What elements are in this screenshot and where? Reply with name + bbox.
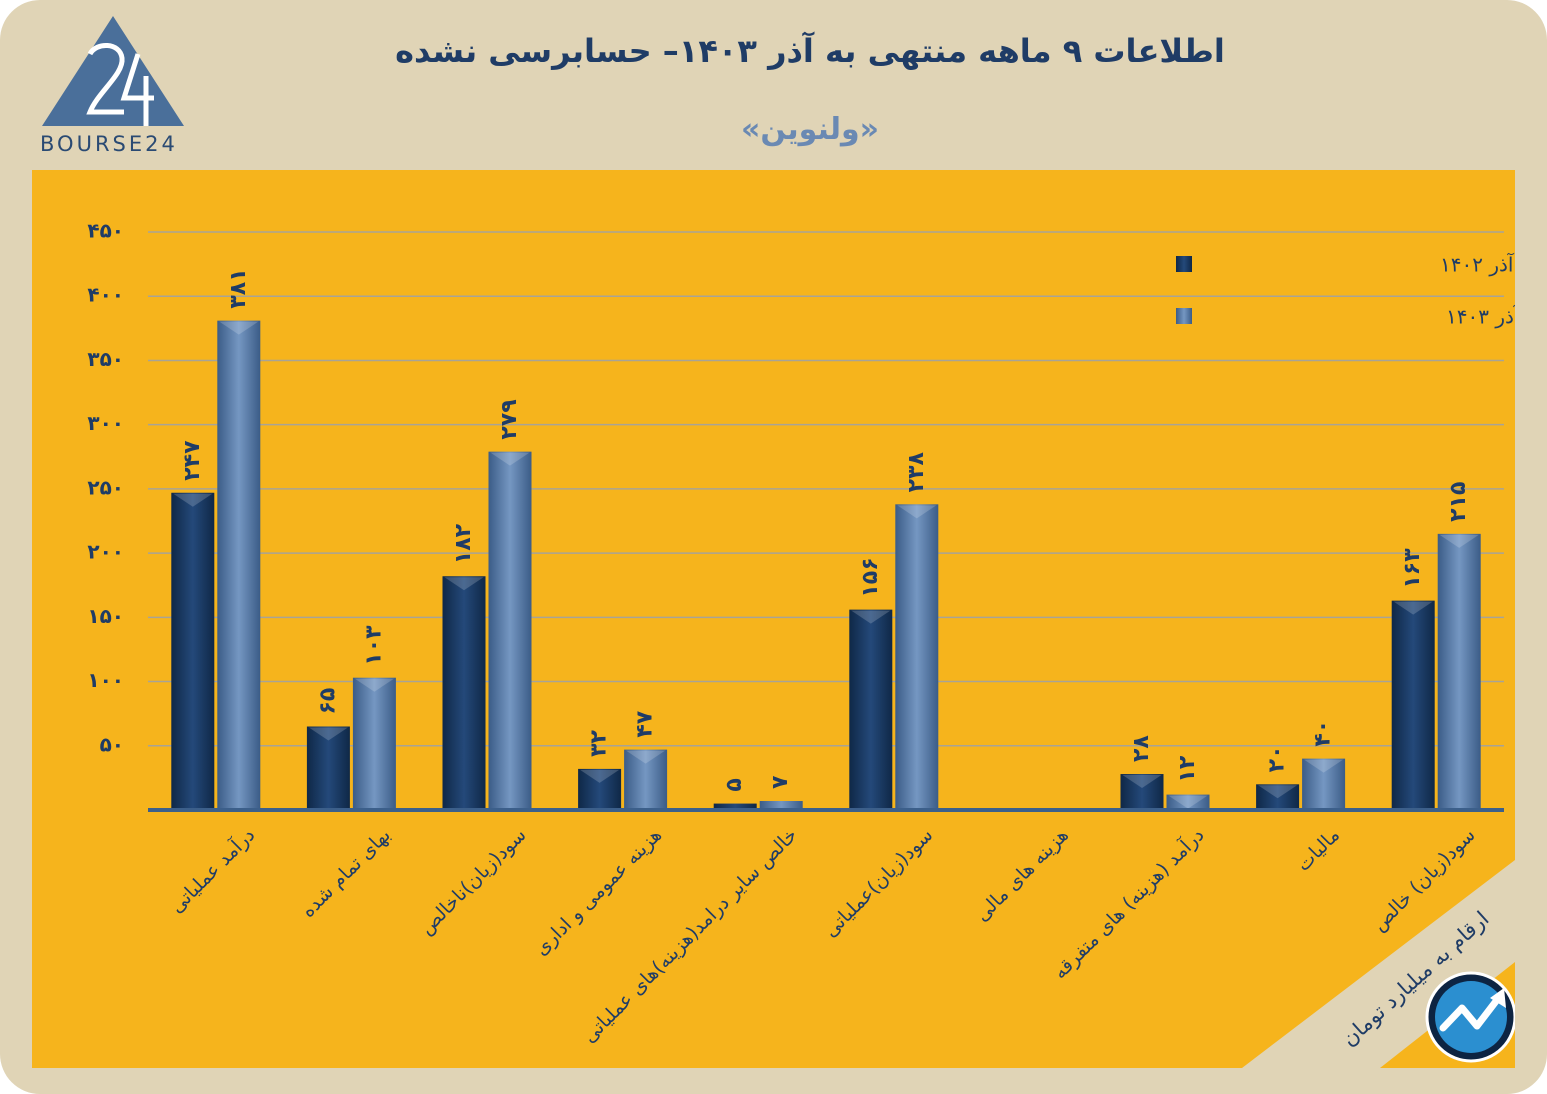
bar-bevel	[580, 769, 620, 783]
data-labels: ۲۴۷ ۶۵ ۱۸۲ ۳۲ ۵ ۱۵۶ ۲۸ ۲۰ ۱۶۳ ۳۸۱ ۱۰۳ ۲۷۹ ۴۷ ۷ ۲۳۸ ۱۲ ۴۰…	[180, 268, 1471, 791]
x-axis-labels: درآمد عملیاتی بهای تمام شده سود(زیان)ناخال…	[164, 823, 1479, 1048]
bar-bevel	[490, 452, 530, 466]
bar-1403	[1437, 533, 1481, 810]
bar-bevel	[444, 577, 484, 591]
x-tick-label: سود(زیان)ناخالص	[415, 824, 530, 939]
data-label: ۳۸۱	[226, 268, 251, 308]
y-tick-label: ۵۰	[100, 732, 124, 756]
bar-bevel	[1258, 785, 1298, 799]
bar-1402	[578, 768, 622, 810]
bar-chart: ۵۰ ۱۰۰ ۱۵۰ ۲۰۰ ۲۵۰ ۳۰۰ ۳۵۰ ۴۰۰ ۴۵۰ ۲۴۷ ۶۵ ۱۸۲ ۳۲ ۵ ۱۵…	[87, 219, 1515, 1068]
x-tick-label: هزینه های مالی	[971, 824, 1073, 926]
y-tick-label: ۴۰۰	[87, 283, 124, 307]
data-label: ۷	[768, 775, 793, 789]
bar-1403	[488, 451, 532, 810]
bar-bevel	[897, 505, 937, 519]
data-label: ۴۰	[1311, 720, 1336, 747]
y-axis-ticks: ۵۰ ۱۰۰ ۱۵۰ ۲۰۰ ۲۵۰ ۳۰۰ ۳۵۰ ۴۰۰ ۴۵۰	[87, 219, 124, 757]
bar-bevel	[1304, 759, 1344, 773]
bar-bevel	[354, 678, 394, 692]
bourse24-logo	[42, 16, 184, 126]
x-tick-label: مالیات	[1292, 824, 1344, 876]
bar-1403	[1166, 794, 1210, 810]
x-tick-label: درآمد عملیاتی	[164, 823, 259, 918]
data-label: ۱۸۲	[451, 523, 476, 564]
y-tick-label: ۳۵۰	[87, 347, 124, 371]
data-label: ۲۷۹	[497, 399, 522, 439]
trend-arrowhead	[1490, 988, 1506, 1008]
bar-bevel	[1168, 795, 1208, 809]
bar-bevel	[626, 750, 666, 764]
y-tick-label: ۱۰۰	[87, 668, 124, 692]
bars	[171, 320, 1481, 810]
bar-1403	[1302, 758, 1346, 810]
bar-1402	[306, 726, 350, 810]
x-tick-label: درآمد (هزینه) های متفرقه	[1048, 823, 1209, 984]
gridlines	[148, 231, 1504, 747]
legend-label-1402: عملکرد منتهی به آذر ۱۴۰۲	[1440, 252, 1515, 277]
bar-bevel	[308, 727, 348, 741]
data-label: ۵	[722, 778, 747, 791]
corner-badge: ارقام به میلیارد تومان	[1242, 860, 1515, 1068]
y-tick-label: ۲۵۰	[87, 475, 124, 499]
data-label: ۲۰	[1265, 745, 1290, 772]
bar-1403	[759, 801, 803, 810]
bar-1403	[217, 320, 261, 810]
data-label: ۱۰۳	[361, 625, 386, 666]
chart-panel: ۵۰ ۱۰۰ ۱۵۰ ۲۰۰ ۲۵۰ ۳۰۰ ۳۵۰ ۴۰۰ ۴۵۰ ۲۴۷ ۶۵ ۱۸۲ ۳۲ ۵ ۱۵…	[32, 170, 1515, 1068]
bar-bevel	[1439, 534, 1479, 548]
legend: عملکرد منتهی به آذر ۱۴۰۲ عملکرد منتهی به…	[1176, 252, 1515, 329]
bar-bevel	[1122, 775, 1162, 789]
bar-1402	[171, 492, 215, 810]
logo-wordmark: BOURSE24	[40, 132, 178, 156]
data-label: ۲۳۸	[904, 451, 929, 492]
bar-bevel	[219, 321, 259, 335]
x-tick-label: خالص سایر درامد(هزینه)های عملیاتی	[578, 824, 801, 1047]
data-label: ۲۸	[1129, 735, 1154, 762]
trend-arrow-icon	[1439, 992, 1504, 1032]
page-title: اطلاعات ۹ ماهه منتهی به آذر ۱۴۰۳– حسابرس…	[395, 32, 1225, 70]
y-tick-label: ۲۰۰	[87, 540, 124, 564]
data-label: ۲۱۵	[1446, 482, 1471, 522]
y-tick-label: ۴۵۰	[87, 219, 124, 243]
y-tick-label: ۱۵۰	[87, 604, 124, 628]
legend-swatch-1403	[1176, 308, 1192, 324]
bar-bevel	[1393, 601, 1433, 615]
data-label: ۴۷	[633, 710, 658, 737]
legend-label-1403: عملکرد منتهی به آذر ۱۴۰۳	[1446, 304, 1515, 329]
y-tick-label: ۳۰۰	[87, 411, 124, 435]
data-label: ۲۴۷	[180, 440, 205, 481]
data-label: ۳۲	[587, 729, 612, 756]
data-label: ۶۵	[315, 688, 340, 715]
bar-1402	[442, 576, 486, 810]
legend-swatch-1402	[1176, 256, 1192, 272]
bar-bevel	[851, 610, 891, 624]
bar-bevel	[173, 493, 213, 507]
bar-1403	[624, 749, 668, 810]
x-tick-label: بهای تمام شده	[297, 824, 395, 922]
bar-1402	[1256, 784, 1300, 810]
bar-1402	[1391, 600, 1435, 810]
data-label: ۱۵۶	[858, 557, 883, 597]
bar-1402	[1120, 774, 1164, 810]
bar-1403	[895, 504, 939, 810]
data-label: ۱۲	[1175, 755, 1200, 782]
bar-1402	[849, 609, 893, 810]
x-tick-label: سود(زیان)عملیاتی	[820, 824, 938, 942]
x-tick-label: هزینه عمومی و اداری	[530, 824, 666, 960]
page-subtitle: «ولنوین»	[741, 112, 879, 147]
bar-1402	[713, 803, 757, 810]
data-label: ۱۶۳	[1400, 548, 1425, 589]
bar-1403	[352, 677, 396, 810]
